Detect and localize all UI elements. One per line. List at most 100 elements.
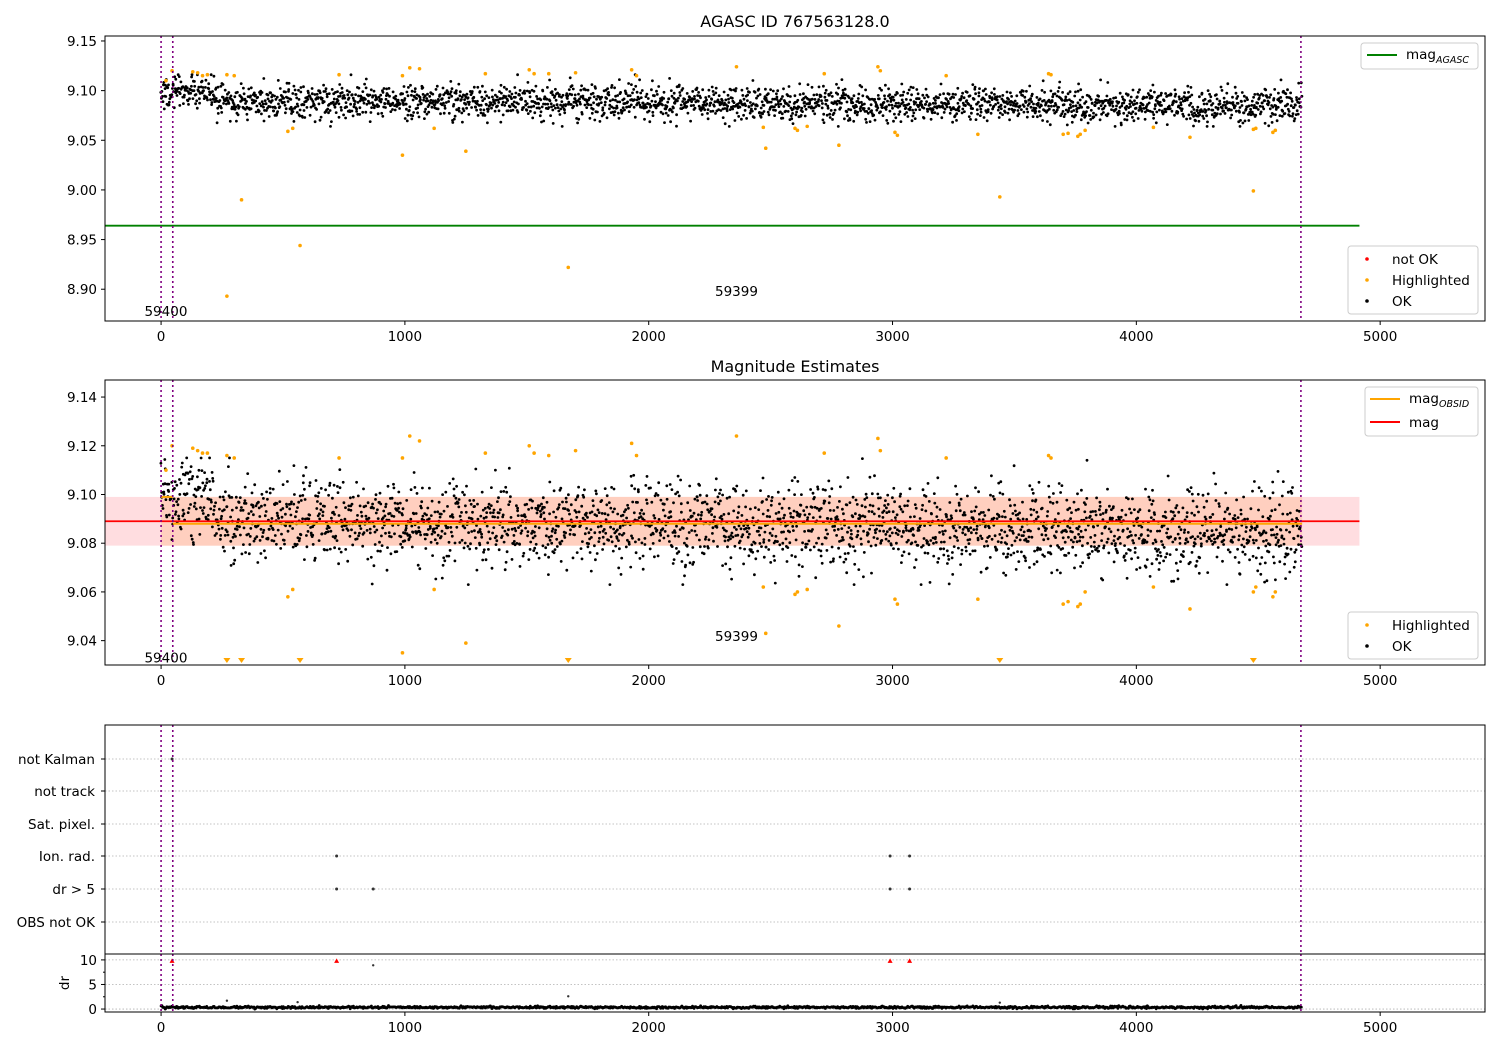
ok-point	[600, 512, 604, 515]
ok-point	[187, 507, 191, 510]
ok-point	[438, 93, 442, 97]
ok-point	[704, 96, 708, 99]
ok-point	[425, 97, 429, 100]
ok-point	[206, 98, 209, 102]
ok-point	[1035, 510, 1039, 514]
ok-point	[1035, 548, 1039, 552]
ok-point	[505, 87, 508, 91]
ok-point	[747, 105, 751, 109]
ok-point	[266, 93, 270, 97]
ok-point	[719, 109, 723, 112]
ok-point	[635, 98, 639, 102]
ok-point	[476, 114, 480, 117]
ok-point	[1098, 99, 1102, 103]
ok-point	[211, 90, 214, 93]
ok-point	[725, 496, 729, 500]
ok-point	[287, 81, 291, 85]
ok-point	[990, 98, 994, 101]
ok-point	[302, 474, 305, 478]
ok-point	[1151, 542, 1155, 545]
ok-point	[536, 97, 539, 101]
ok-point	[284, 90, 287, 94]
ok-point	[1012, 464, 1016, 468]
ok-point	[862, 575, 865, 579]
ok-point	[220, 111, 224, 114]
ok-point	[369, 88, 373, 92]
ok-point	[507, 466, 511, 470]
ok-point	[1057, 105, 1060, 109]
ok-point	[376, 517, 380, 520]
ok-point	[548, 99, 552, 103]
ok-point	[706, 112, 709, 115]
ok-point	[446, 505, 449, 508]
ok-point	[992, 104, 996, 108]
ok-point	[163, 87, 167, 90]
ok-point	[739, 100, 743, 104]
ok-point	[1238, 106, 1242, 109]
ok-point	[876, 537, 879, 540]
ok-point	[227, 102, 231, 105]
ok-point	[452, 103, 456, 106]
ok-point	[1039, 548, 1042, 551]
ok-point	[955, 536, 959, 539]
ok-point	[506, 533, 510, 537]
ok-point	[281, 483, 285, 486]
ok-point	[1135, 568, 1138, 571]
ok-point	[266, 497, 269, 501]
ok-point	[1290, 97, 1293, 101]
ok-point	[317, 539, 321, 542]
ok-point	[243, 97, 247, 101]
ok-point	[491, 511, 495, 514]
ok-point	[386, 99, 390, 103]
ok-point	[880, 539, 884, 542]
ok-point	[649, 486, 652, 490]
ok-point	[550, 534, 553, 538]
ok-point	[311, 100, 315, 103]
ok-point	[1225, 101, 1229, 105]
ok-point	[707, 538, 711, 542]
ok-point	[855, 503, 859, 506]
ok-point	[824, 88, 828, 92]
ok-point	[1242, 94, 1246, 98]
ok-point	[1220, 89, 1224, 92]
ok-point	[371, 101, 374, 105]
ok-point	[270, 99, 274, 102]
ok-point	[1085, 110, 1088, 113]
ok-point	[618, 100, 622, 104]
ok-point	[696, 94, 699, 97]
ok-point	[678, 94, 682, 97]
ok-point	[545, 527, 549, 531]
ok-point	[787, 488, 791, 492]
ok-point	[577, 510, 581, 514]
ok-point	[595, 492, 598, 496]
ok-point	[318, 118, 322, 122]
ok-point	[1273, 88, 1277, 91]
ok-point	[243, 499, 247, 502]
ok-point	[1070, 110, 1073, 113]
ok-point	[460, 111, 464, 115]
ok-point	[1134, 533, 1137, 537]
ok-point	[653, 516, 657, 520]
ok-point	[877, 507, 881, 511]
ok-point	[1107, 551, 1111, 555]
ok-point	[450, 534, 454, 538]
ok-point	[249, 510, 253, 513]
ok-point	[802, 509, 806, 513]
ok-point	[585, 527, 588, 530]
ok-point	[239, 82, 243, 85]
ok-point	[618, 78, 621, 81]
ok-point	[243, 485, 247, 489]
ok-point	[231, 535, 235, 539]
ok-point	[326, 107, 330, 111]
ok-point	[735, 528, 738, 531]
highlighted-point	[573, 70, 578, 75]
ok-point	[554, 87, 557, 91]
ok-point	[1140, 107, 1143, 110]
ok-point	[864, 88, 867, 92]
ok-point	[845, 571, 849, 575]
agasc-legend-top: magAGASC	[1360, 42, 1479, 70]
ok-point	[819, 554, 823, 558]
ok-point	[484, 558, 488, 562]
ok-point	[408, 105, 412, 109]
ok-point	[670, 545, 674, 548]
